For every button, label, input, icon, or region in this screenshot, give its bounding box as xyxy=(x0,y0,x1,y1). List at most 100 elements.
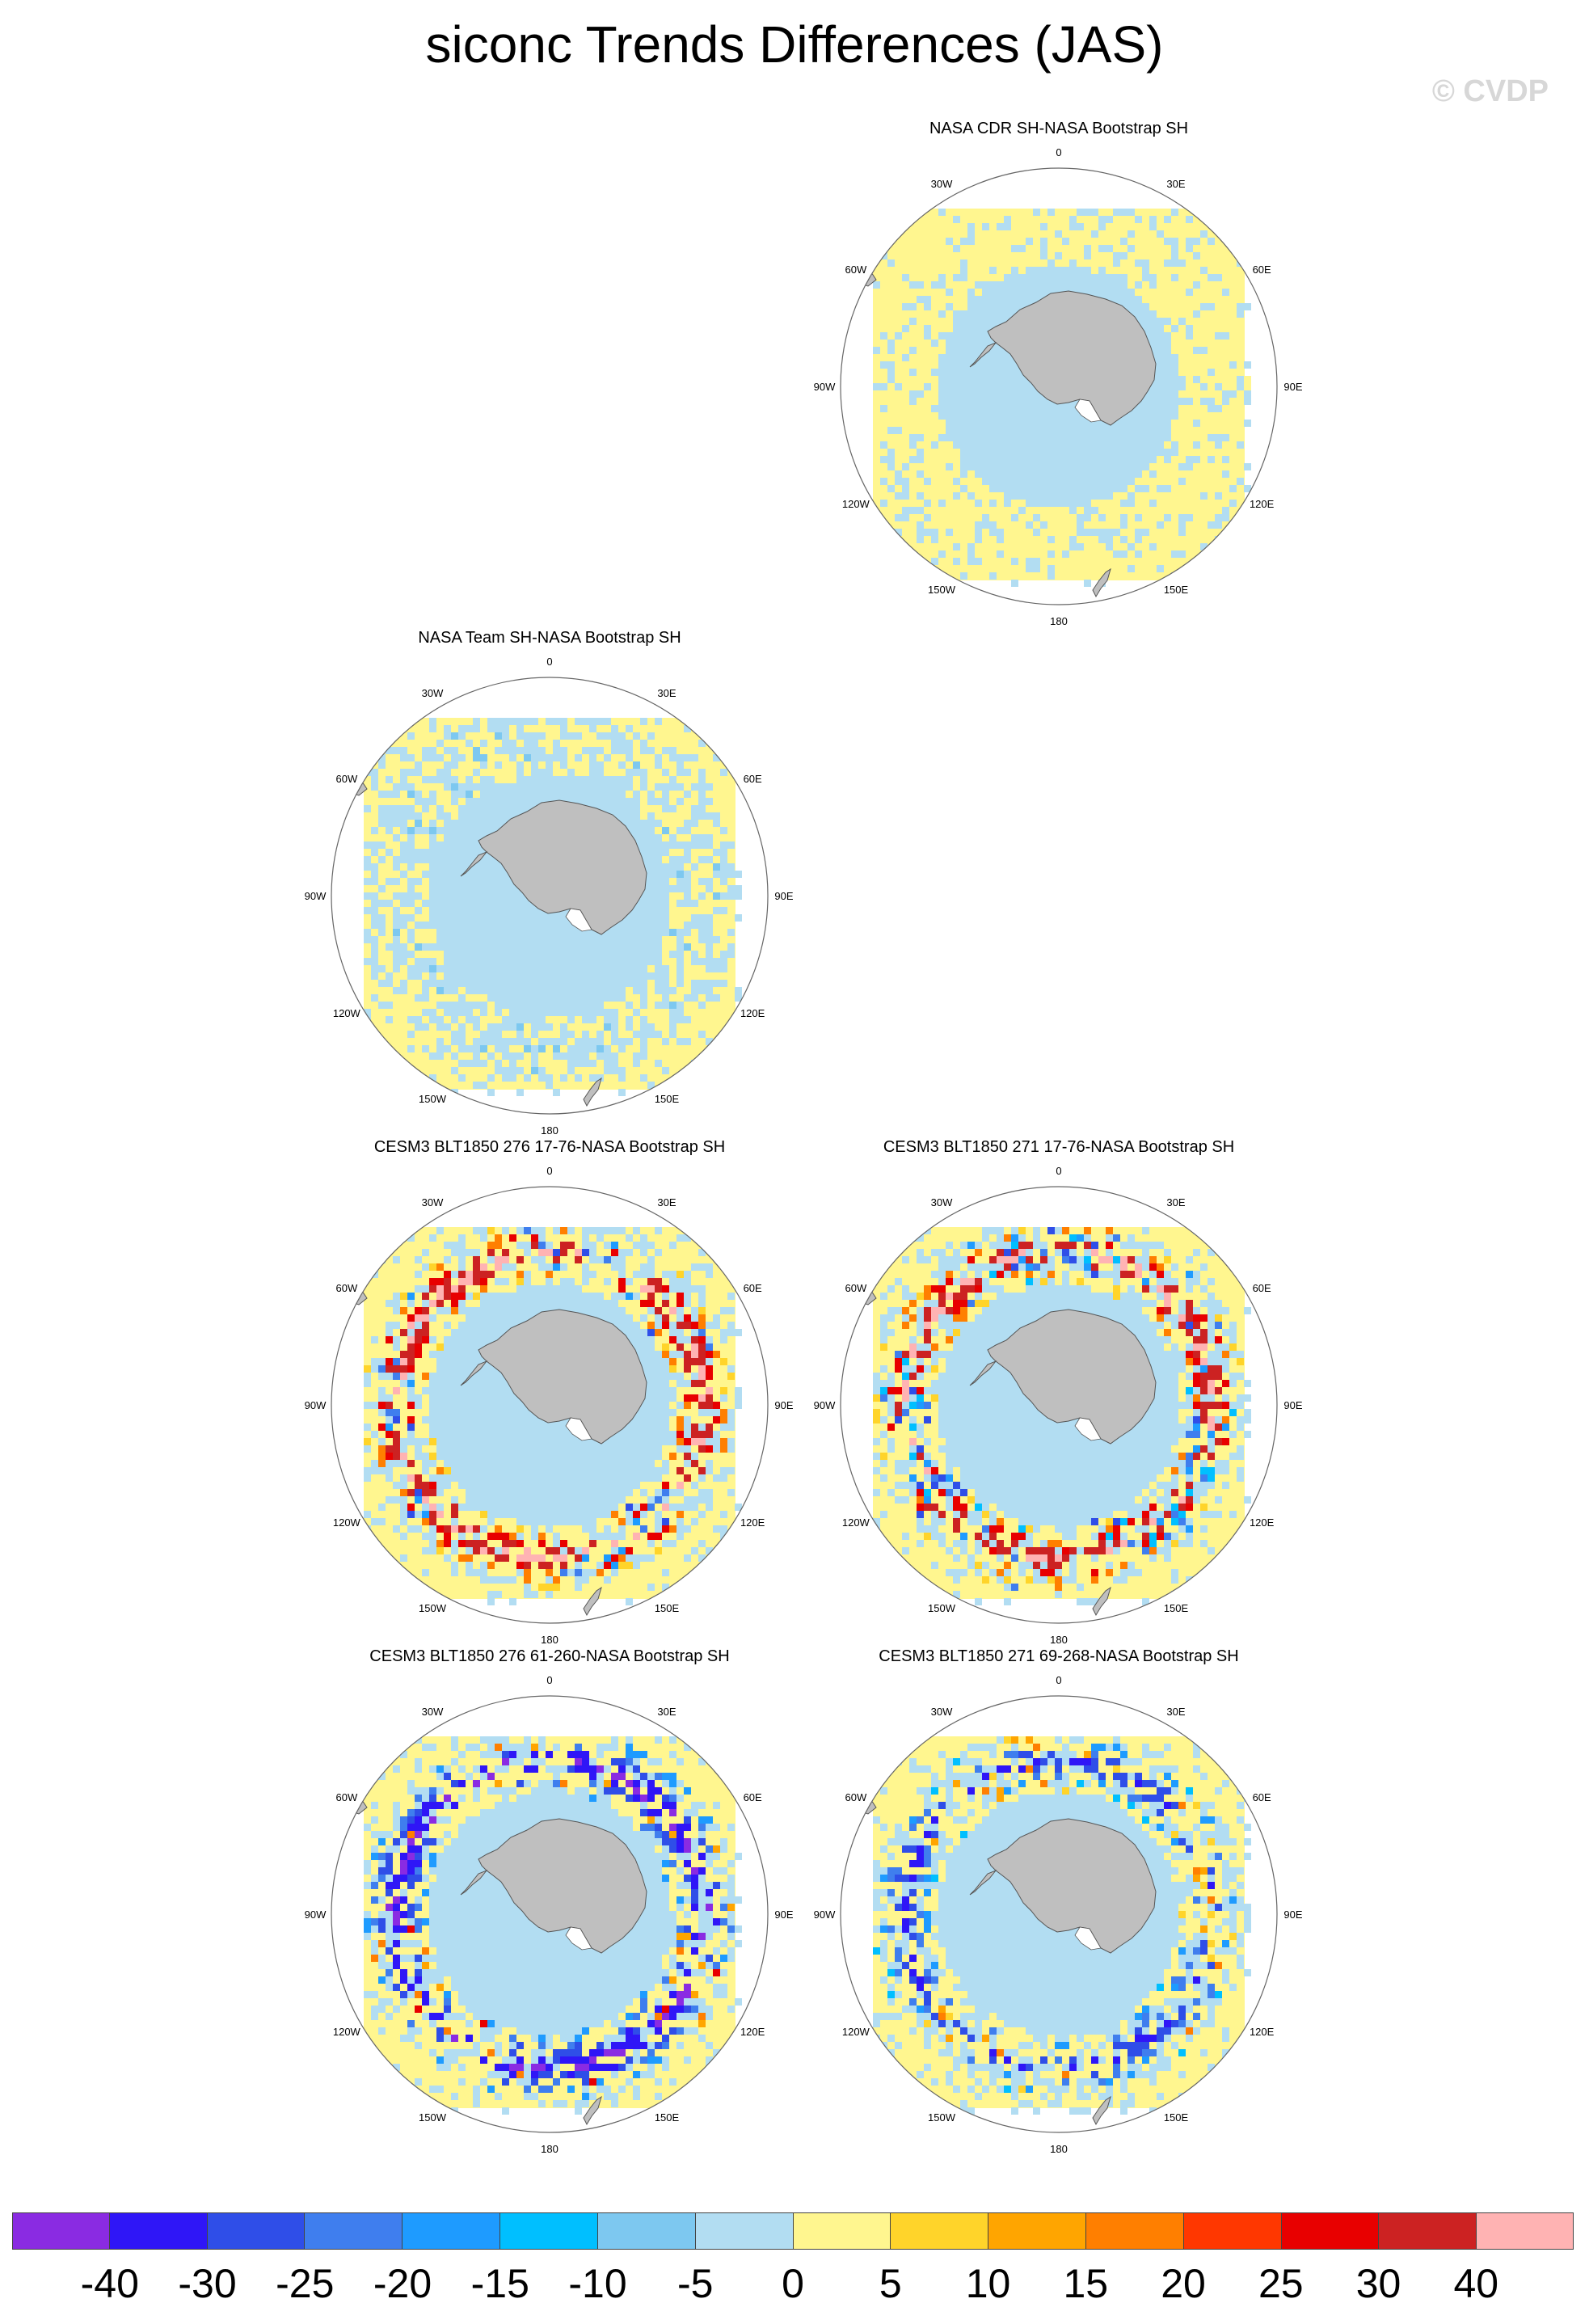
grid-cell xyxy=(1120,485,1127,492)
grid-cell xyxy=(567,1067,575,1074)
grid-cell xyxy=(1186,216,1193,223)
grid-cell xyxy=(502,1496,509,1504)
grid-cell xyxy=(487,1227,495,1234)
grid-cell xyxy=(706,1351,713,1358)
grid-cell xyxy=(444,1467,451,1474)
grid-cell xyxy=(655,1525,662,1533)
grid-cell xyxy=(1120,252,1127,259)
grid-cell xyxy=(1120,420,1127,427)
grid-cell xyxy=(1077,1234,1084,1242)
grid-cell xyxy=(640,1242,647,1249)
grid-cell xyxy=(473,863,480,871)
grid-cell xyxy=(1033,449,1040,456)
grid-cell xyxy=(960,449,967,456)
grid-cell xyxy=(1127,463,1135,470)
grid-cell xyxy=(1047,565,1055,572)
grid-cell xyxy=(1084,252,1091,259)
grid-cell xyxy=(604,987,611,994)
grid-cell xyxy=(575,1453,582,1460)
grid-cell xyxy=(582,965,589,972)
grid-cell xyxy=(458,907,466,914)
grid-cell xyxy=(1026,230,1033,238)
grid-cell xyxy=(1047,492,1055,500)
grid-cell xyxy=(400,820,407,827)
grid-cell xyxy=(400,1293,407,1300)
grid-cell xyxy=(1157,500,1164,507)
grid-cell xyxy=(1237,514,1244,521)
grid-cell xyxy=(618,1533,626,1540)
grid-cell xyxy=(1018,463,1026,470)
grid-cell xyxy=(647,1293,655,1300)
grid-cell xyxy=(1229,434,1237,441)
grid-cell xyxy=(626,1445,633,1453)
grid-cell xyxy=(720,856,727,863)
grid-cell xyxy=(546,936,553,943)
grid-cell xyxy=(1084,507,1091,514)
grid-cell xyxy=(466,1569,473,1576)
grid-cell xyxy=(531,1525,538,1533)
grid-cell xyxy=(589,1074,596,1082)
grid-cell xyxy=(640,1409,647,1416)
grid-cell xyxy=(647,732,655,740)
grid-cell xyxy=(1113,274,1120,281)
grid-cell xyxy=(371,878,378,885)
grid-cell xyxy=(691,922,698,929)
grid-cell xyxy=(1077,267,1084,274)
grid-cell xyxy=(960,238,967,245)
grid-cell xyxy=(509,1511,516,1518)
grid-cell xyxy=(509,1489,516,1496)
grid-cell xyxy=(487,1547,495,1554)
grid-cell xyxy=(1208,492,1215,500)
antarctica-landmass xyxy=(478,799,647,935)
grid-cell xyxy=(502,1314,509,1322)
grid-cell xyxy=(691,987,698,994)
grid-cell xyxy=(378,791,386,798)
grid-cell xyxy=(436,1482,444,1489)
grid-cell xyxy=(516,1278,524,1285)
grid-cell xyxy=(473,958,480,965)
grid-cell xyxy=(640,1002,647,1009)
grid-cell xyxy=(1193,507,1200,514)
grid-cell xyxy=(662,1438,669,1445)
grid-cell xyxy=(429,849,436,856)
grid-cell xyxy=(1011,1242,1018,1249)
grid-cell xyxy=(386,1584,393,1591)
grid-cell xyxy=(967,427,975,434)
grid-cell xyxy=(655,907,662,914)
grid-cell xyxy=(422,1533,429,1540)
grid-cell xyxy=(531,1591,538,1598)
grid-cell xyxy=(415,972,422,980)
cvdp-watermark: © CVDP xyxy=(1431,74,1549,108)
grid-cell xyxy=(1186,441,1193,449)
grid-cell xyxy=(967,332,975,340)
grid-cell xyxy=(626,1453,633,1460)
grid-cell xyxy=(931,529,938,536)
grid-cell xyxy=(560,1438,567,1445)
grid-cell xyxy=(429,1409,436,1416)
grid-cell xyxy=(997,405,1004,412)
grid-cell xyxy=(422,1285,429,1293)
grid-cell xyxy=(458,1380,466,1387)
grid-cell xyxy=(975,369,982,376)
grid-cell xyxy=(458,1409,466,1416)
grid-cell xyxy=(669,1329,676,1336)
grid-cell xyxy=(495,871,502,878)
grid-cell xyxy=(1004,376,1011,383)
grid-cell xyxy=(946,259,953,267)
grid-cell xyxy=(698,1554,706,1562)
grid-cell xyxy=(509,1307,516,1314)
grid-cell xyxy=(458,1336,466,1343)
grid-cell xyxy=(393,812,400,820)
grid-cell xyxy=(458,1300,466,1307)
grid-cell xyxy=(538,732,546,740)
grid-cell xyxy=(458,1307,466,1314)
grid-cell xyxy=(1018,558,1026,565)
grid-cell xyxy=(546,1460,553,1467)
grid-cell xyxy=(611,1314,618,1322)
grid-cell xyxy=(1062,267,1069,274)
grid-cell xyxy=(684,1322,691,1329)
grid-cell xyxy=(953,558,960,565)
grid-cell xyxy=(371,943,378,951)
grid-cell xyxy=(1077,500,1084,507)
grid-cell xyxy=(429,1431,436,1438)
